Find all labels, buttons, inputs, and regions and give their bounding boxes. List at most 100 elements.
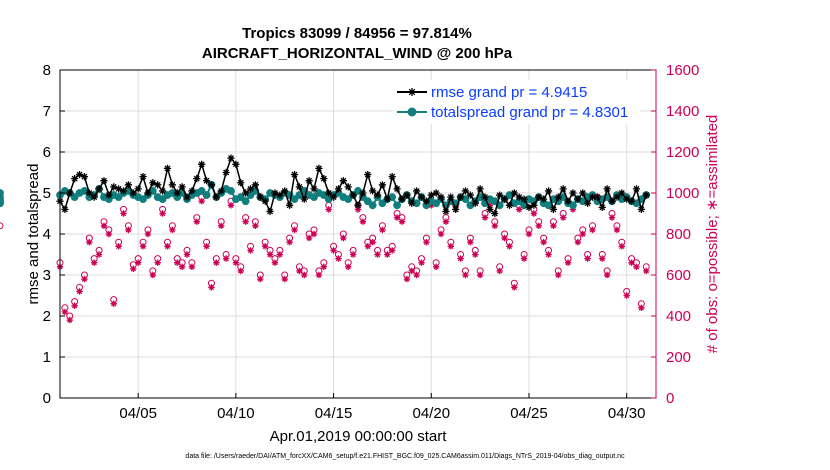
obs-assimilated-point bbox=[457, 255, 464, 262]
obs-assimilated-point bbox=[388, 247, 396, 254]
rmse-point bbox=[584, 199, 592, 207]
x-tick-label: 04/15 bbox=[315, 405, 353, 422]
obs-assimilated-point bbox=[301, 271, 308, 279]
obs-assimilated-point bbox=[237, 267, 244, 275]
rmse-point bbox=[310, 185, 318, 193]
obs-possible-point bbox=[0, 222, 4, 230]
totalspread-point bbox=[236, 193, 245, 202]
obs-assimilated-point bbox=[432, 263, 440, 270]
rmse-point bbox=[290, 170, 299, 179]
rmse-point bbox=[207, 181, 216, 189]
rmse-point bbox=[579, 189, 587, 197]
obs-assimilated-point bbox=[643, 267, 650, 275]
obs-assimilated-point bbox=[354, 206, 362, 213]
rmse-point bbox=[437, 193, 445, 201]
rmse-point bbox=[227, 154, 235, 162]
totalspread-point bbox=[241, 197, 250, 206]
chart-title-line2: AIRCRAFT_HORIZONTAL_WIND @ 200 hPa bbox=[202, 45, 513, 62]
totalspread-point bbox=[114, 193, 123, 202]
obs-assimilated-point bbox=[178, 263, 186, 270]
obs-assimilated-point bbox=[423, 239, 430, 246]
rmse-point bbox=[398, 195, 406, 203]
rmse-point bbox=[369, 187, 377, 195]
rmse-point bbox=[158, 187, 167, 195]
obs-assimilated-point bbox=[481, 214, 489, 221]
obs-assimilated-point bbox=[608, 214, 616, 221]
rmse-point bbox=[168, 181, 176, 189]
rmse-point bbox=[242, 189, 250, 197]
rmse-point bbox=[598, 203, 606, 211]
x-tick-label: 04/10 bbox=[217, 405, 255, 422]
rmse-point bbox=[481, 193, 489, 201]
rmse-point bbox=[466, 191, 474, 199]
obs-assimilated-point bbox=[252, 222, 259, 229]
totalspread-point bbox=[393, 201, 401, 210]
totalspread-point bbox=[139, 195, 147, 204]
obs-assimilated-point bbox=[203, 243, 210, 250]
obs-assimilated-point bbox=[633, 263, 640, 270]
rmse-point bbox=[476, 185, 484, 193]
obs-assimilated-point bbox=[315, 271, 323, 279]
y-axis-label-right: # of obs: o=possible; ∗=assimilated bbox=[704, 115, 721, 354]
obs-assimilated-point bbox=[638, 304, 645, 311]
obs-assimilated-point bbox=[149, 271, 157, 279]
rmse-point bbox=[295, 183, 303, 191]
rmse-point bbox=[373, 191, 382, 199]
obs-assimilated-point bbox=[623, 292, 630, 299]
obs-assimilated-point bbox=[90, 259, 98, 266]
obs-assimilated-point bbox=[379, 226, 386, 234]
rmse-point bbox=[212, 193, 220, 201]
legend: rmse grand pr = 4.9415 totalspread grand… bbox=[393, 80, 640, 124]
obs-assimilated-point bbox=[437, 230, 445, 238]
totalspread-point bbox=[569, 201, 577, 210]
obs-assimilated-point bbox=[257, 275, 264, 283]
obs-assimilated-point bbox=[384, 251, 391, 258]
rmse-point bbox=[520, 195, 528, 203]
obs-assimilated-point bbox=[496, 267, 503, 275]
right-tick-label: 1000 bbox=[666, 185, 699, 202]
obs-assimilated-point bbox=[369, 239, 376, 246]
rmse-point bbox=[623, 195, 631, 203]
rmse-point bbox=[496, 191, 504, 199]
rmse-point bbox=[276, 191, 284, 199]
right-tick-label: 1400 bbox=[666, 103, 699, 120]
rmse-point bbox=[637, 205, 645, 213]
rmse-point bbox=[540, 195, 548, 203]
left-tick-label: 8 bbox=[43, 62, 51, 79]
rmse-point bbox=[217, 187, 225, 195]
obs-assimilated-point bbox=[61, 308, 69, 316]
rmse-point bbox=[85, 189, 93, 197]
obs-assimilated-point bbox=[76, 288, 83, 295]
obs-assimilated-point bbox=[559, 214, 567, 221]
right-tick-label: 0 bbox=[666, 390, 674, 407]
obs-assimilated-point bbox=[447, 243, 455, 250]
rmse-point bbox=[105, 191, 113, 199]
rmse-point bbox=[388, 173, 396, 181]
rmse-point bbox=[134, 185, 142, 193]
obs-assimilated-point bbox=[345, 263, 352, 270]
left-tick-label: 7 bbox=[43, 103, 51, 120]
rmse-point bbox=[325, 189, 333, 197]
obs-assimilated-point bbox=[159, 210, 166, 217]
obs-assimilated-point bbox=[359, 218, 367, 225]
left-tick-label: 2 bbox=[43, 308, 51, 325]
obs-assimilated-point bbox=[628, 259, 635, 266]
rmse-point bbox=[320, 175, 328, 183]
obs-assimilated-point bbox=[511, 284, 518, 291]
obs-assimilated-point bbox=[506, 243, 513, 250]
legend-star-rmse bbox=[408, 88, 416, 96]
obs-assimilated-point bbox=[120, 210, 127, 217]
x-tick-label: 04/05 bbox=[119, 405, 157, 422]
obs-assimilated-point bbox=[276, 251, 284, 258]
rmse-point bbox=[403, 191, 411, 199]
obs-assimilated-point bbox=[476, 271, 484, 279]
obs-assimilated-point bbox=[261, 243, 269, 250]
obs-assimilated-point bbox=[154, 259, 161, 266]
rmse-point bbox=[559, 185, 567, 193]
rmse-point bbox=[173, 189, 181, 197]
rmse-point bbox=[525, 203, 533, 211]
rmse-point bbox=[378, 181, 387, 189]
rmse-point bbox=[471, 199, 479, 207]
rmse-point bbox=[417, 193, 426, 201]
